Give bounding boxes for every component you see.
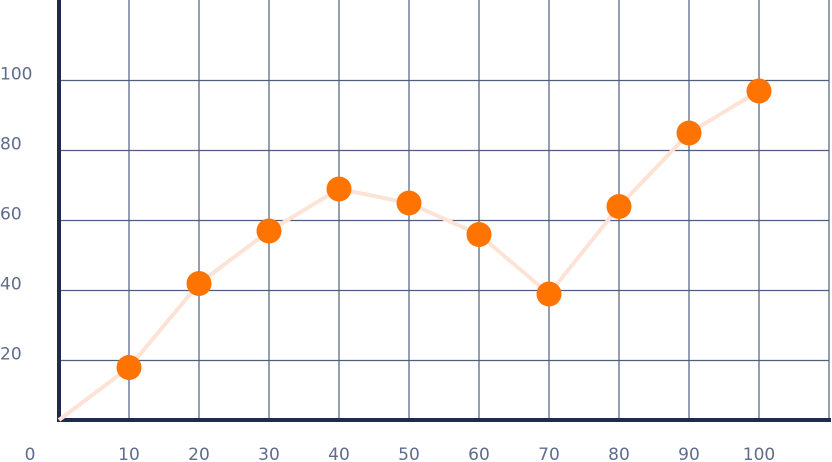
x-tick-label: 30 — [258, 445, 280, 462]
x-tick-label: 70 — [538, 445, 560, 462]
x-tick-label: 40 — [328, 445, 350, 462]
y-tick-label: 80 — [0, 135, 22, 155]
point — [326, 176, 352, 202]
y-tick-label: 100 — [0, 65, 32, 85]
x-tick-label: 50 — [398, 445, 420, 462]
x-tick-label: 60 — [468, 445, 490, 462]
x-tick-label: 0 — [25, 445, 36, 462]
point — [116, 355, 142, 380]
y-tick-label: 60 — [0, 205, 22, 225]
point — [186, 271, 212, 296]
point — [536, 281, 562, 307]
x-tick-label: 10 — [118, 445, 140, 462]
x-tick-label: 90 — [678, 445, 700, 462]
x-tick-label: 20 — [188, 445, 210, 462]
point — [606, 194, 632, 219]
x-tick-label: 80 — [608, 445, 630, 462]
point — [466, 222, 492, 247]
y-tick-label: 40 — [0, 275, 22, 295]
point — [676, 120, 702, 146]
x-tick-label: 100 — [743, 445, 775, 462]
point — [746, 78, 772, 104]
point — [396, 190, 422, 216]
point — [256, 218, 282, 244]
y-tick-label: 20 — [0, 345, 22, 365]
